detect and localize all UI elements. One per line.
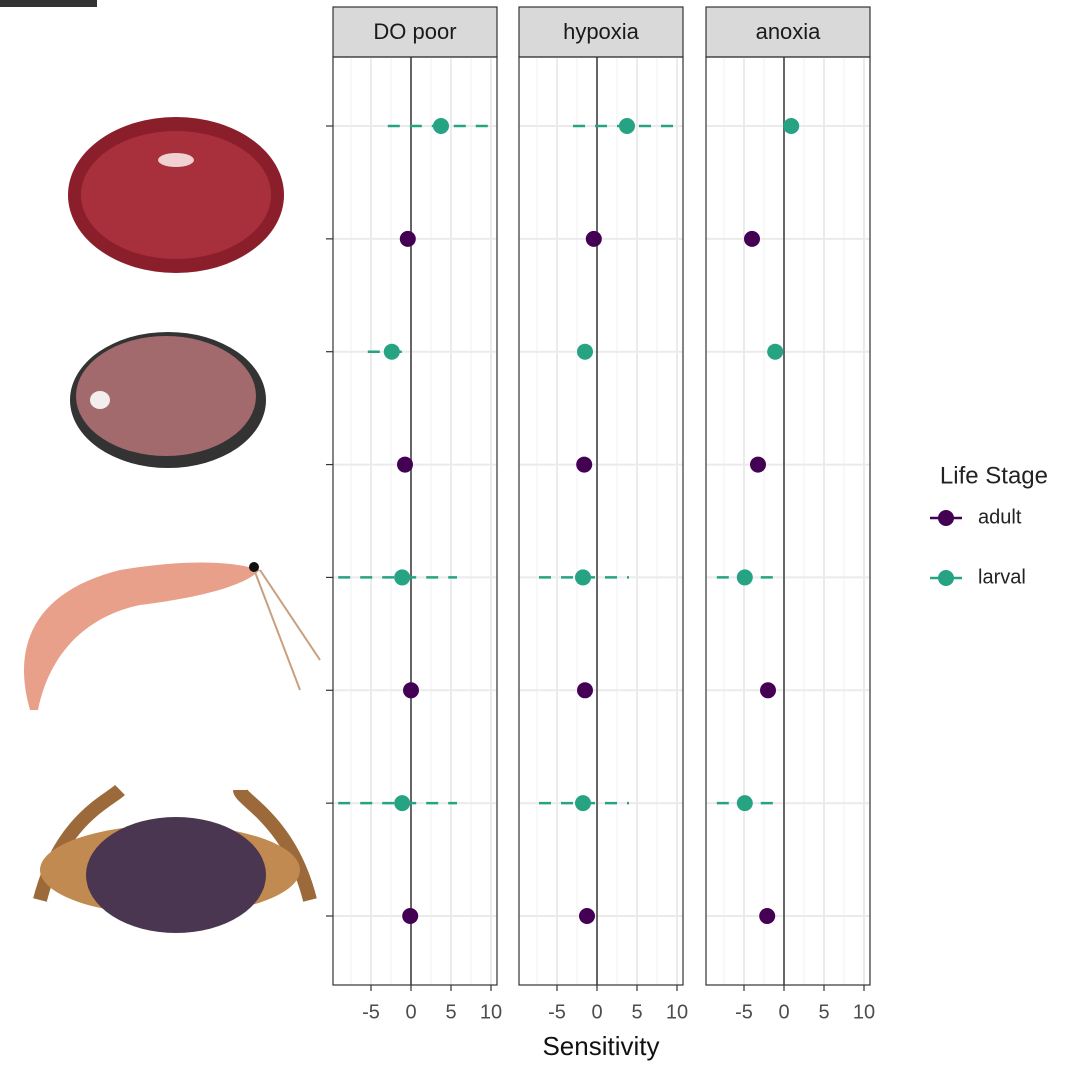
point [750, 456, 766, 473]
point [577, 682, 593, 699]
x-tick-label: 10 [480, 1001, 502, 1023]
x-tick-label: -5 [548, 1001, 566, 1023]
strip [518, 6, 684, 58]
crab-illustration [33, 784, 317, 933]
point [575, 569, 591, 586]
point [575, 795, 591, 812]
point [399, 230, 416, 247]
point [736, 569, 753, 586]
panel-background [333, 57, 497, 985]
point [736, 795, 753, 812]
panel-border [518, 56, 684, 986]
strip-title: DO poor [373, 19, 456, 44]
point [577, 343, 593, 360]
legend-label: larval [978, 566, 1026, 588]
point [767, 343, 784, 360]
panel-border [705, 56, 871, 986]
point [579, 908, 595, 924]
abalone-illustration [70, 332, 266, 468]
x-tick-label: 5 [631, 1001, 642, 1023]
urchin-illustration [68, 117, 284, 273]
panel-background [706, 57, 870, 985]
point [585, 230, 602, 247]
strip [332, 6, 498, 58]
x-tick-label: -5 [362, 1001, 380, 1023]
x-tick-label: 0 [405, 1001, 416, 1023]
point [394, 569, 411, 586]
legend-key-point [938, 570, 954, 586]
point [383, 343, 400, 360]
x-tick-label: -5 [735, 1001, 753, 1023]
point [403, 682, 419, 699]
photo-edge [0, 0, 97, 7]
point [759, 908, 776, 924]
shrimp-illustration [24, 562, 321, 710]
point [402, 908, 419, 924]
x-tick-label: 10 [666, 1001, 688, 1023]
legend-label: adult [978, 506, 1022, 528]
x-tick-label: 0 [778, 1001, 789, 1023]
x-tick-label: 10 [853, 1001, 875, 1023]
point [576, 456, 593, 473]
panel-background [519, 57, 683, 985]
legend-title: Life Stage [940, 462, 1048, 489]
strip [705, 6, 871, 58]
point [783, 118, 800, 134]
x-tick-label: 5 [818, 1001, 829, 1023]
point [397, 456, 413, 473]
panel-border [332, 56, 498, 986]
x-axis-label: Sensitivity [542, 1031, 659, 1061]
x-tick-label: 5 [445, 1001, 456, 1023]
strip-title: hypoxia [563, 19, 640, 44]
point [433, 118, 449, 134]
x-tick-label: 0 [591, 1001, 602, 1023]
point [760, 682, 776, 699]
legend-key-point [938, 510, 954, 526]
point [744, 230, 760, 247]
point [619, 118, 635, 134]
strip-title: anoxia [756, 19, 822, 44]
point [394, 795, 411, 812]
